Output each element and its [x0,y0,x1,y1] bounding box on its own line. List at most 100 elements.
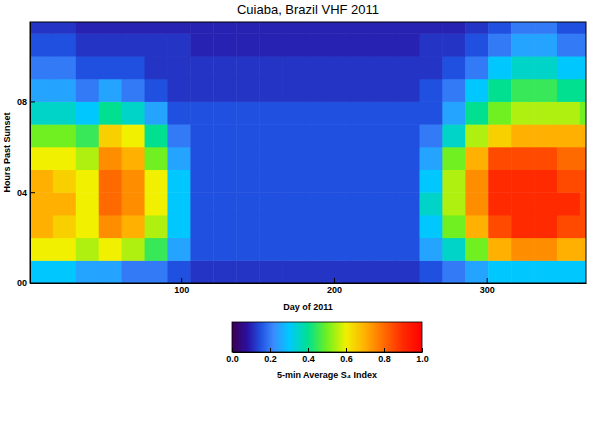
cell [236,192,259,215]
cell [167,238,190,261]
cell [328,260,351,283]
cell [534,79,557,102]
cell [374,56,397,79]
cell [351,260,374,283]
cell [236,170,259,193]
cell [76,238,99,261]
cell [236,101,259,124]
x-tick: 300 [480,278,495,295]
cell [397,124,420,147]
cell [351,22,374,34]
cell [420,33,443,56]
cell [259,79,282,102]
cell [511,260,534,283]
cell [99,101,122,124]
cell [122,170,145,193]
cell [236,147,259,170]
cell [122,79,145,102]
cell [328,147,351,170]
cell [305,215,328,238]
cell [397,215,420,238]
cell [99,22,122,34]
cell [580,192,586,215]
cell [397,238,420,261]
cell [190,170,213,193]
cell [557,33,580,56]
cell [328,79,351,102]
cell [99,147,122,170]
cell [145,33,168,56]
cell [534,147,557,170]
cell [557,238,580,261]
cell [534,56,557,79]
cell [167,215,190,238]
cell [213,260,236,283]
cell [397,101,420,124]
cell [213,79,236,102]
y-axis-line [30,23,31,284]
cell [420,238,443,261]
x-axis-line [31,283,587,284]
chart: Cuiaba, Brazil VHF 2011100200300Day of 2… [0,0,594,442]
cell [442,238,465,261]
cell [374,238,397,261]
cell [488,147,511,170]
cell [122,260,145,283]
cell [76,170,99,193]
cell [488,215,511,238]
cell [53,56,76,79]
colorbar-tick-mark [346,348,347,352]
cell [282,79,305,102]
cell [534,238,557,261]
cell [328,238,351,261]
cell [534,192,557,215]
cell [145,170,168,193]
cell [76,79,99,102]
cell [99,260,122,283]
cell [30,33,53,56]
cell [557,192,580,215]
cell [259,124,282,147]
cell [167,22,190,34]
cell [374,101,397,124]
cell [305,147,328,170]
y-tick: 04 [17,188,35,198]
cell [259,147,282,170]
y-axis: 000408 [17,23,35,289]
cell [190,124,213,147]
cell [557,101,580,124]
cell [236,79,259,102]
cell [53,170,76,193]
cell [167,192,190,215]
cell [488,79,511,102]
cell [53,238,76,261]
cell [145,124,168,147]
cell [488,260,511,283]
cell [374,124,397,147]
cell [465,238,488,261]
cell [351,79,374,102]
colorbar-tick: 0.6 [340,348,353,364]
cell [282,192,305,215]
cell [557,215,580,238]
cell [259,215,282,238]
cell [259,192,282,215]
cell [580,33,586,56]
cell [305,124,328,147]
y-tick: 08 [17,97,35,107]
cell [259,238,282,261]
cell [282,124,305,147]
cell [420,124,443,147]
cell [557,56,580,79]
colorbar-title: 5-min Average S₄ Index [277,370,377,380]
cell [557,124,580,147]
cell [190,33,213,56]
x-tick: 100 [174,278,189,295]
y-tick-mark [30,283,35,284]
cell [76,215,99,238]
cell [190,215,213,238]
cell [442,192,465,215]
cell [305,101,328,124]
colorbar-tick-label: 0.8 [378,354,391,364]
cell [305,33,328,56]
